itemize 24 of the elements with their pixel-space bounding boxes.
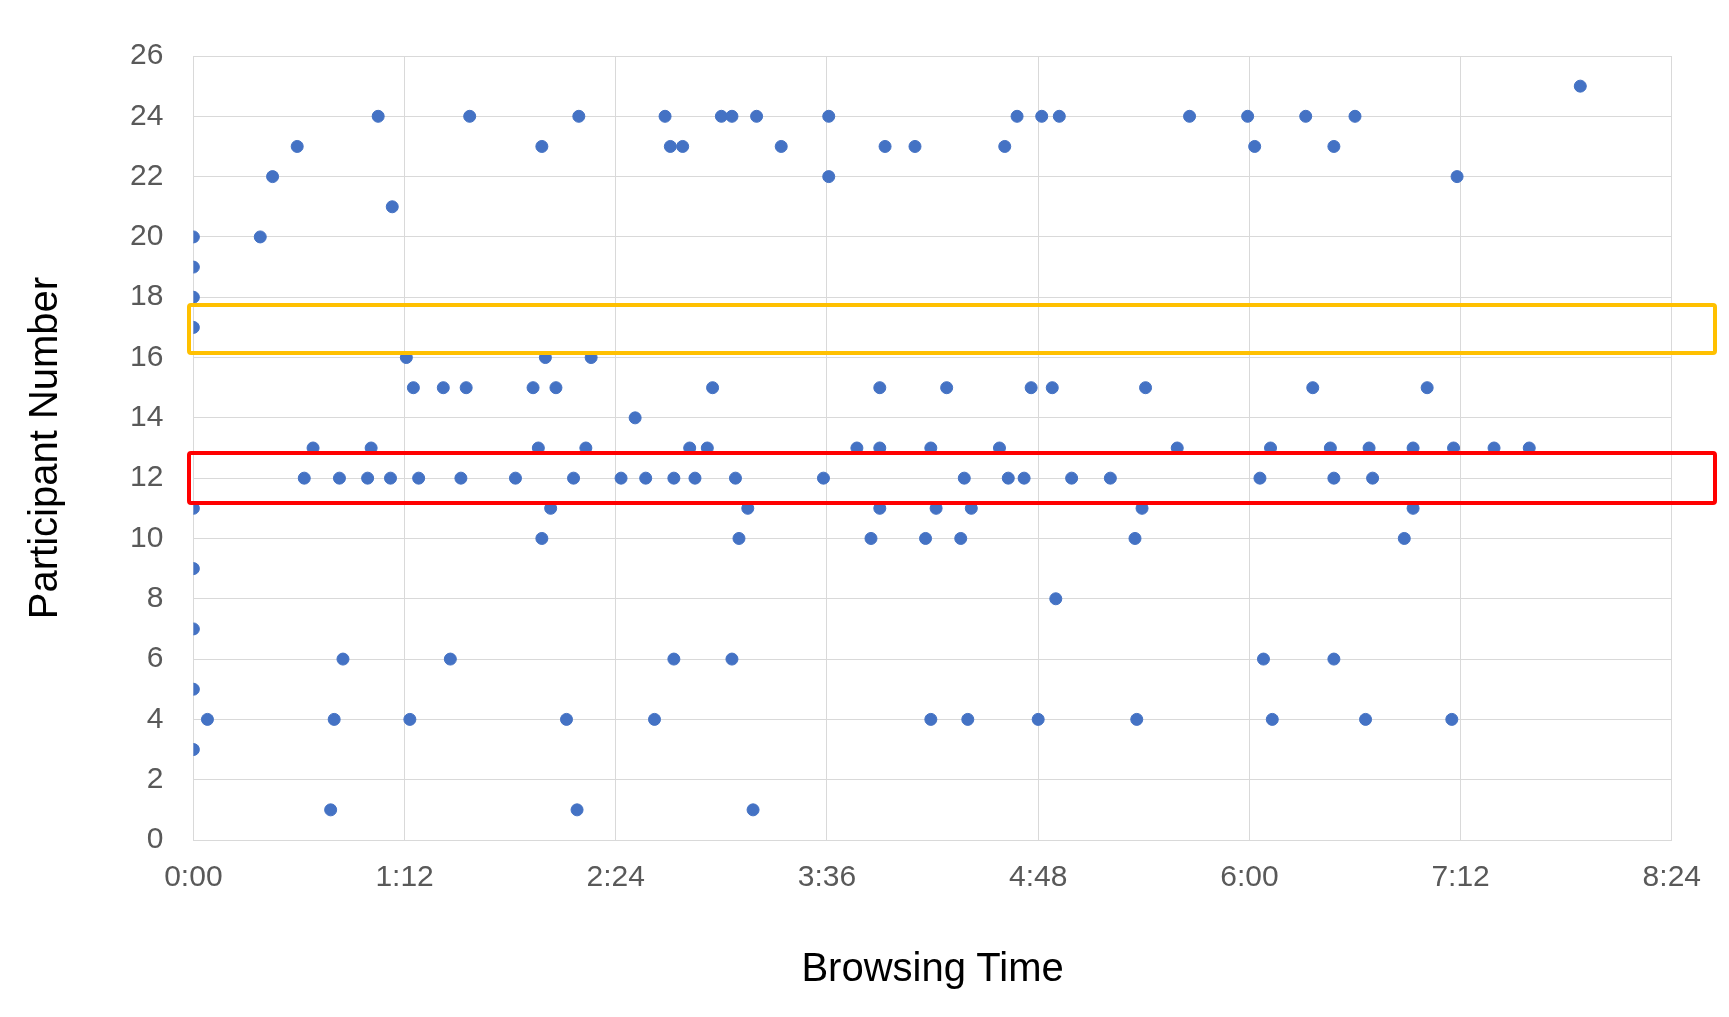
y-tick-label: 6 [146,640,164,674]
y-axis-title: Participant Number [21,276,66,620]
y-tick-label: 16 [129,338,164,372]
x-tick-label: 6:00 [1220,859,1279,893]
y-tick-label: 24 [129,97,164,131]
y-tick-label: 22 [129,157,164,191]
x-tick-label: 8:24 [1642,859,1701,893]
x-tick-label: 2:24 [586,859,645,893]
x-tick-label: 1:12 [375,859,434,893]
y-tick-label: 10 [129,519,164,553]
y-tick-label: 18 [129,278,164,312]
y-tick-label: 14 [129,399,164,433]
x-tick-label: 7:12 [1431,859,1490,893]
x-axis-title: Browsing Time [801,945,1064,990]
x-tick-label: 4:48 [1008,859,1068,893]
x-tick-label: 3:36 [797,859,857,893]
y-tick-label: 12 [129,459,164,493]
y-tick-label: 0 [146,821,164,855]
y-tick-label: 20 [129,218,164,252]
y-tick-label: 26 [129,37,164,71]
y-tick-label: 2 [146,760,164,794]
y-tick-label: 4 [146,700,164,734]
x-tick-label: 0:00 [164,859,223,893]
y-tick-label: 8 [146,580,164,614]
